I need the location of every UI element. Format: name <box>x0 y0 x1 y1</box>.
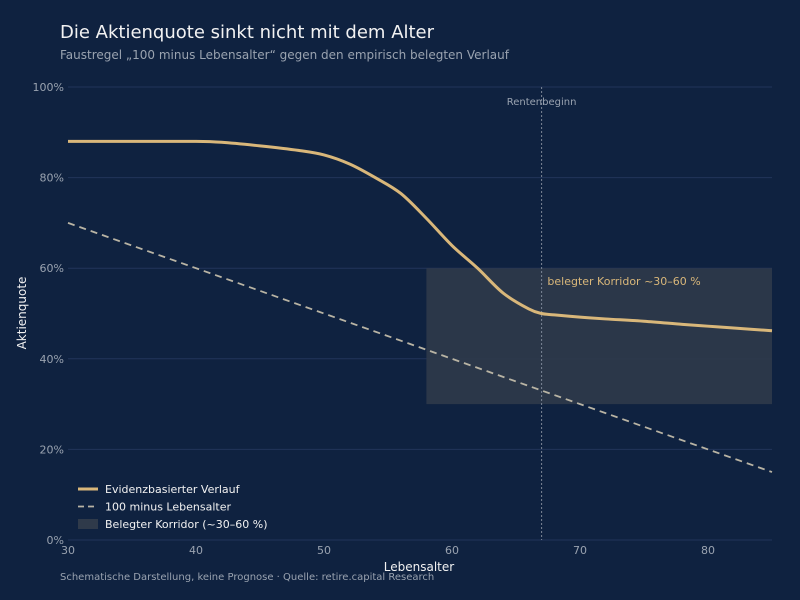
x-tick-label: 30 <box>61 544 75 557</box>
corridor-band-layer: belegter Korridor ~30–60 % <box>426 268 772 405</box>
series-line-evidence <box>67 139 773 333</box>
corridor-band-label: belegter Korridor ~30–60 % <box>547 275 700 288</box>
legend-label: Belegter Korridor (~30–60 %) <box>105 518 268 531</box>
corridor-band <box>426 268 772 405</box>
footnote: Schematische Darstellung, keine Prognose… <box>60 572 435 583</box>
y-tick-label: 60% <box>40 262 64 275</box>
x-tick-label: 60 <box>445 544 459 557</box>
x-tick-label: 80 <box>701 544 715 557</box>
y-axis-title: Aktienquote <box>15 277 29 350</box>
y-tick-label: 80% <box>40 172 64 185</box>
chart-title: Die Aktienquote sinkt nicht mit dem Alte… <box>60 22 435 43</box>
x-tick-label: 70 <box>573 544 587 557</box>
y-tick-label: 0% <box>47 534 64 547</box>
retirement-marker-label: Rentenbeginn <box>507 97 577 108</box>
legend-label: Evidenzbasierter Verlauf <box>105 483 241 496</box>
y-tick-label: 100% <box>33 81 64 94</box>
y-tick-label: 40% <box>40 353 64 366</box>
series-line-rule-of-thumb <box>67 222 773 473</box>
legend-label: 100 minus Lebensalter <box>105 501 231 514</box>
legend: Evidenzbasierter Verlauf 100 minus Lebens… <box>78 483 268 531</box>
x-tick-label: 50 <box>317 544 331 557</box>
series-layer <box>67 139 773 473</box>
axis-ticks: 30 40 50 60 70 80 0% 20% 40% 60% 80% 100% <box>33 81 715 557</box>
x-axis-title: Lebensalter <box>384 560 454 574</box>
chart-subtitle: Faustregel „100 minus Lebensalter“ gegen… <box>60 48 509 62</box>
retirement-marker-layer: Rentenbeginn <box>507 87 577 540</box>
legend-swatch-corridor <box>78 519 98 529</box>
x-tick-label: 40 <box>189 544 203 557</box>
y-tick-label: 20% <box>40 443 64 456</box>
